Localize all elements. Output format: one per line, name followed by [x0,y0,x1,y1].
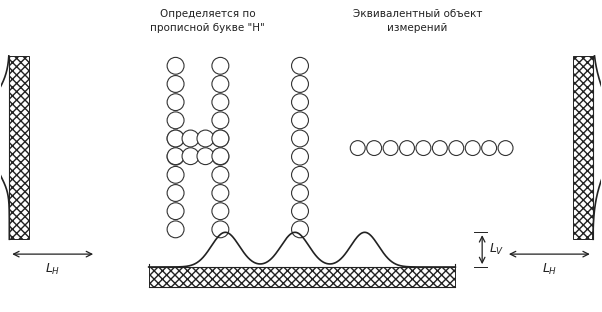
Circle shape [212,57,229,74]
Circle shape [197,148,214,165]
Circle shape [212,130,229,147]
Circle shape [350,141,365,155]
Text: $L_H$: $L_H$ [542,262,557,277]
Bar [149,267,455,287]
Circle shape [167,203,184,220]
Circle shape [212,166,229,183]
Circle shape [212,130,229,147]
Text: Эквивалентный объект
измерений: Эквивалентный объект измерений [353,9,482,32]
Bar [10,56,29,239]
Circle shape [291,148,308,165]
Circle shape [167,130,184,147]
Circle shape [291,57,308,74]
Circle shape [182,130,199,147]
Circle shape [291,185,308,202]
Circle shape [212,185,229,202]
Text: $L_V$: $L_V$ [489,242,504,257]
Circle shape [291,94,308,110]
Circle shape [167,57,184,74]
Circle shape [291,76,308,92]
Circle shape [212,221,229,238]
Circle shape [182,148,199,165]
Circle shape [212,148,229,165]
Circle shape [465,141,480,155]
Circle shape [400,141,414,155]
Text: Определяется по
прописной букве "Н": Определяется по прописной букве "Н" [150,9,265,32]
Circle shape [416,141,431,155]
Circle shape [167,185,184,202]
Circle shape [291,112,308,129]
Circle shape [197,130,214,147]
Text: $L_H$: $L_H$ [45,262,60,277]
Circle shape [167,94,184,110]
Circle shape [167,112,184,129]
Circle shape [432,141,447,155]
Circle shape [167,148,184,165]
Circle shape [212,76,229,92]
Circle shape [212,203,229,220]
Circle shape [291,203,308,220]
Circle shape [449,141,464,155]
Bar [573,56,592,239]
Circle shape [167,221,184,238]
Circle shape [367,141,382,155]
Circle shape [291,166,308,183]
Circle shape [212,148,229,165]
Circle shape [167,148,184,165]
Circle shape [498,141,513,155]
Circle shape [291,221,308,238]
Circle shape [482,141,497,155]
Circle shape [167,76,184,92]
Circle shape [167,166,184,183]
Circle shape [212,112,229,129]
Circle shape [167,130,184,147]
Circle shape [383,141,398,155]
Circle shape [212,94,229,110]
Circle shape [291,130,308,147]
